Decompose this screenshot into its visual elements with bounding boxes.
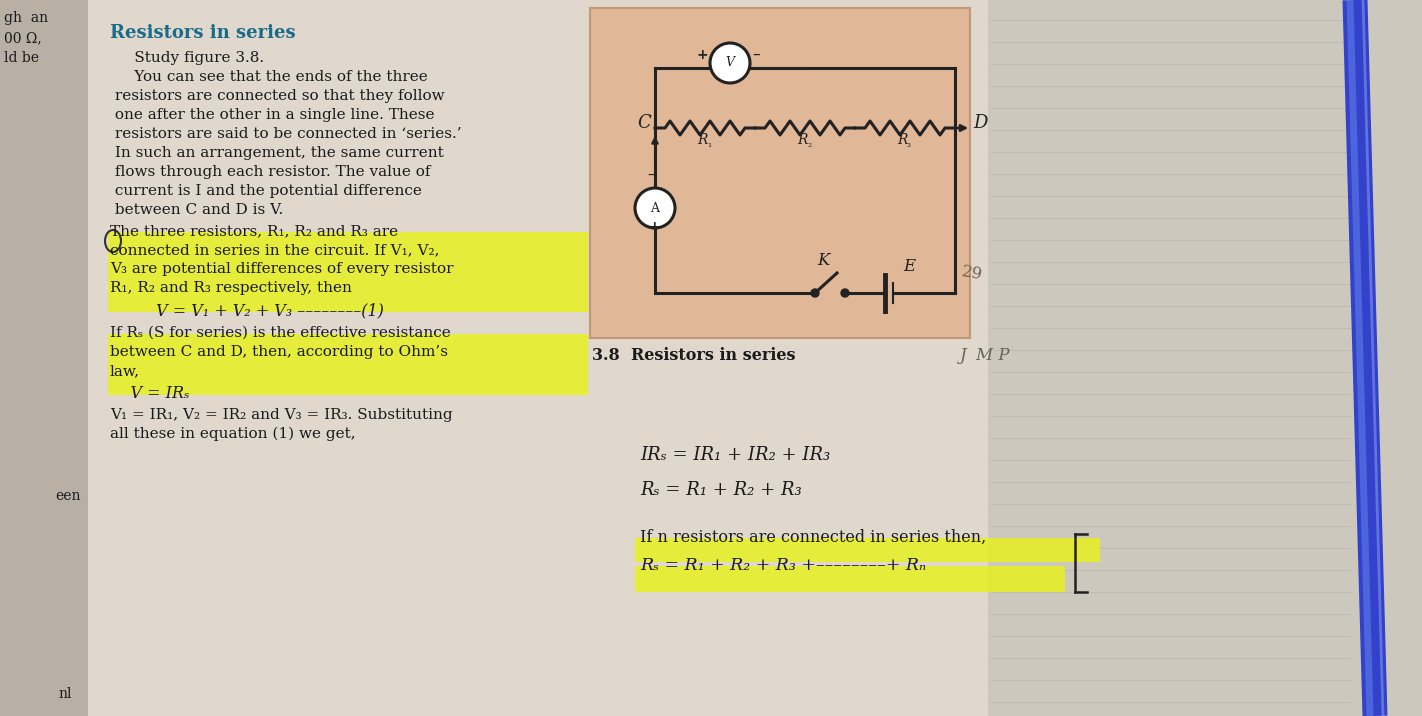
Text: The three resistors, R₁, R₂ and R₃ are: The three resistors, R₁, R₂ and R₃ are — [109, 224, 398, 238]
Text: Study figure 3.8.: Study figure 3.8. — [109, 51, 264, 65]
Text: E: E — [903, 258, 916, 275]
Text: V = IRₛ: V = IRₛ — [109, 385, 189, 402]
Circle shape — [811, 289, 819, 297]
Text: Rₛ = R₁ + R₂ + R₃ +––––––––+ Rₙ: Rₛ = R₁ + R₂ + R₃ +––––––––+ Rₙ — [640, 557, 926, 574]
Text: ld be: ld be — [4, 51, 38, 65]
Text: gh  an: gh an — [4, 11, 48, 25]
Text: one after the other in a single line. These: one after the other in a single line. Th… — [109, 108, 435, 122]
Text: resistors are said to be connected in ‘series.’: resistors are said to be connected in ‘s… — [109, 127, 462, 141]
Text: +: + — [695, 48, 708, 62]
Text: ₂: ₂ — [808, 140, 811, 149]
Text: current is I and the potential difference: current is I and the potential differenc… — [109, 184, 422, 198]
Text: V = V₁ + V₂ + V₃ ––––––––(1): V = V₁ + V₂ + V₃ ––––––––(1) — [109, 302, 384, 319]
FancyBboxPatch shape — [590, 8, 970, 338]
FancyBboxPatch shape — [108, 334, 589, 395]
Text: flows through each resistor. The value of: flows through each resistor. The value o… — [109, 165, 431, 179]
Text: ₁: ₁ — [707, 140, 711, 149]
Text: If Rₛ (S for series) is the effective resistance: If Rₛ (S for series) is the effective re… — [109, 326, 451, 340]
Text: C: C — [637, 114, 651, 132]
Text: between C and D is V.: between C and D is V. — [109, 203, 283, 217]
Text: all these in equation (1) we get,: all these in equation (1) we get, — [109, 427, 356, 441]
Text: R: R — [897, 133, 907, 147]
Text: een: een — [55, 489, 81, 503]
FancyBboxPatch shape — [88, 0, 988, 716]
FancyBboxPatch shape — [636, 538, 1101, 562]
Text: nl: nl — [58, 687, 71, 701]
Text: D: D — [973, 114, 987, 132]
Text: If n resistors are connected in series then,: If n resistors are connected in series t… — [640, 529, 987, 546]
Text: law,: law, — [109, 364, 139, 378]
Text: –: – — [752, 47, 759, 62]
FancyBboxPatch shape — [988, 0, 1422, 716]
Text: Rₛ = R₁ + R₂ + R₃: Rₛ = R₁ + R₂ + R₃ — [640, 481, 802, 499]
Text: R: R — [697, 133, 708, 147]
Text: ₃: ₃ — [907, 140, 912, 149]
FancyBboxPatch shape — [0, 0, 88, 716]
Text: K: K — [818, 252, 829, 269]
Text: 3.8  Resistors in series: 3.8 Resistors in series — [592, 347, 795, 364]
Text: connected in series in the circuit. If V₁, V₂,: connected in series in the circuit. If V… — [109, 243, 439, 257]
Circle shape — [636, 188, 675, 228]
Text: –: – — [647, 169, 654, 183]
Text: J  M P: J M P — [960, 347, 1011, 364]
Text: between C and D, then, according to Ohm’s: between C and D, then, according to Ohm’… — [109, 345, 448, 359]
Text: R: R — [796, 133, 808, 147]
FancyBboxPatch shape — [636, 566, 1065, 592]
Text: 29: 29 — [960, 263, 984, 284]
FancyBboxPatch shape — [108, 232, 589, 312]
Text: R₁, R₂ and R₃ respectively, then: R₁, R₂ and R₃ respectively, then — [109, 281, 351, 295]
Text: V₁ = IR₁, V₂ = IR₂ and V₃ = IR₃. Substituting: V₁ = IR₁, V₂ = IR₂ and V₃ = IR₃. Substit… — [109, 408, 452, 422]
Text: 00 Ω,: 00 Ω, — [4, 31, 41, 45]
Text: V₃ are potential differences of every resistor: V₃ are potential differences of every re… — [109, 262, 454, 276]
Text: You can see that the ends of the three: You can see that the ends of the three — [109, 70, 428, 84]
Text: +: + — [648, 220, 661, 234]
Text: resistors are connected so that they follow: resistors are connected so that they fol… — [109, 89, 445, 103]
Circle shape — [710, 43, 749, 83]
Text: Resistors in series: Resistors in series — [109, 24, 296, 42]
Text: V: V — [725, 57, 735, 69]
Text: A: A — [650, 201, 660, 215]
Text: IRₛ = IR₁ + IR₂ + IR₃: IRₛ = IR₁ + IR₂ + IR₃ — [640, 446, 830, 464]
Circle shape — [840, 289, 849, 297]
Text: In such an arrangement, the same current: In such an arrangement, the same current — [109, 146, 444, 160]
